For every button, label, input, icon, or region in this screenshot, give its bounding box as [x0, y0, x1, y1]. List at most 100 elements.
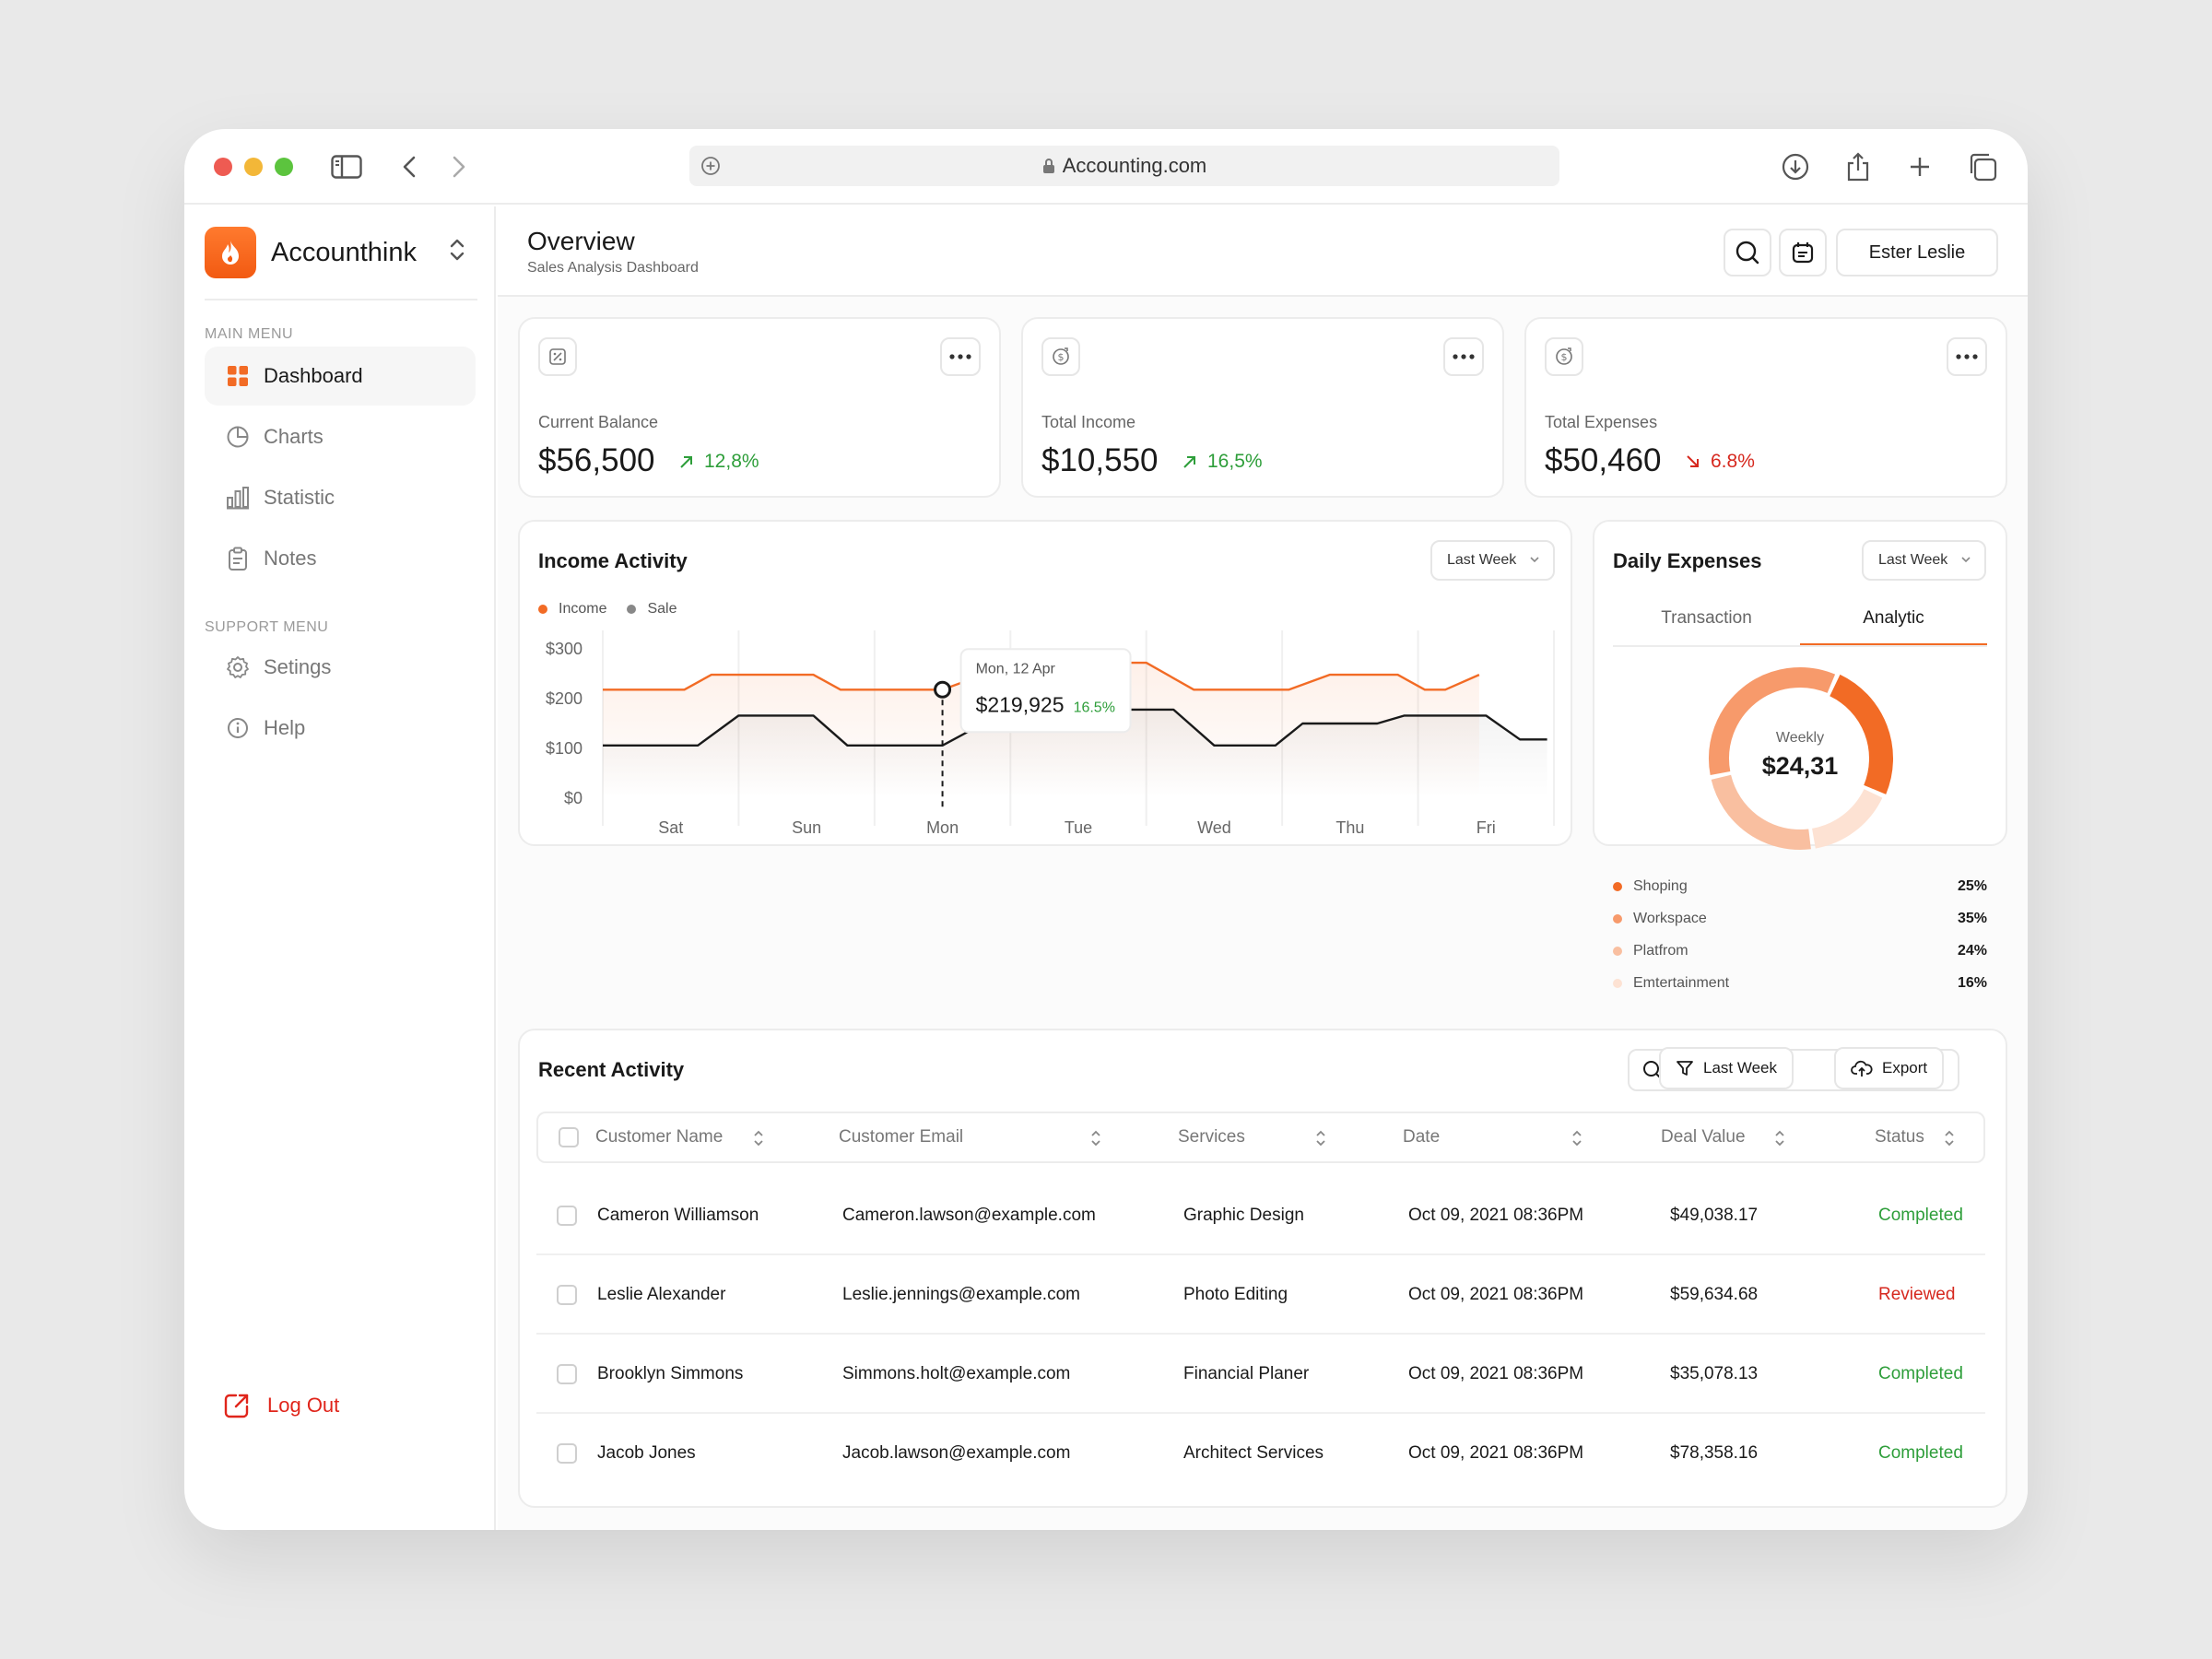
expense-legend-item: Shoping 25% — [1613, 876, 1987, 898]
donut-segment-shoping[interactable] — [1829, 674, 1893, 794]
sidebar-item-notes[interactable]: Notes — [205, 529, 476, 588]
donut-center-label: Weekly — [1775, 730, 1825, 746]
sort-icon[interactable] — [1943, 1128, 1956, 1153]
logout-button[interactable]: Log Out — [223, 1392, 339, 1419]
cell-email: Leslie.jennings@example.com — [842, 1285, 1080, 1304]
table-row[interactable]: Jacob Jones Jacob.lawson@example.com Archi… — [536, 1414, 1985, 1493]
back-icon[interactable] — [390, 147, 429, 186]
forward-icon[interactable] — [440, 147, 478, 186]
cell-date: Oct 09, 2021 08:36PM — [1408, 1364, 1584, 1383]
column-header-date[interactable]: Date — [1403, 1127, 1441, 1147]
select-all-checkbox[interactable] — [559, 1127, 579, 1147]
column-header-customer-name[interactable]: Customer Name — [595, 1127, 724, 1147]
last-week-filter-button[interactable]: Last Week — [1659, 1047, 1794, 1089]
sidebar-icon[interactable] — [327, 147, 366, 186]
column-header-services[interactable]: Services — [1178, 1127, 1245, 1147]
workspace-switcher-icon[interactable] — [448, 236, 466, 268]
tabs-icon[interactable] — [1963, 147, 2002, 186]
column-header-status[interactable]: Status — [1875, 1127, 1924, 1147]
x-tick-label: Sun — [792, 818, 821, 837]
chevron-down-icon — [1961, 557, 1971, 563]
cell-service: Photo Editing — [1183, 1285, 1288, 1304]
income-line-chart: $300 $200 $100 $0 Sat Sun Mon Tue Wed Thu Fri Mon, … — [546, 630, 1555, 837]
series-area-sale — [603, 709, 1547, 798]
sidebar-item-label: Statistic — [264, 486, 335, 509]
share-icon[interactable] — [1839, 147, 1877, 186]
sort-icon[interactable] — [752, 1128, 765, 1153]
sort-icon[interactable] — [1089, 1128, 1102, 1153]
donut-segment-emtertainment[interactable] — [1811, 788, 1883, 849]
sort-icon[interactable] — [1314, 1128, 1327, 1153]
cell-email: Cameron.lawson@example.com — [842, 1206, 1096, 1225]
cell-status: Completed — [1878, 1206, 1963, 1225]
user-menu-button[interactable]: Ester Leslie — [1836, 229, 1998, 276]
row-checkbox[interactable] — [557, 1443, 577, 1464]
sidebar-item-dashboard[interactable]: Dashboard — [205, 347, 476, 406]
sort-icon[interactable] — [1571, 1128, 1583, 1153]
tooltip-change: 16.5% — [1074, 700, 1115, 715]
brand-logo — [205, 227, 256, 278]
support-menu-label: SUPPORT MENU — [205, 619, 329, 635]
browser-window: Accounting.com Accounthink MAIN MENU — [184, 129, 2028, 1530]
pie-icon — [225, 424, 251, 450]
cell-name: Leslie Alexander — [597, 1285, 726, 1304]
export-button[interactable]: Export — [1834, 1047, 1945, 1089]
plus-icon[interactable] — [1900, 147, 1939, 186]
stat-change: 6.8% — [1685, 451, 1755, 473]
new-tab-icon[interactable] — [700, 156, 721, 176]
table-row[interactable]: Cameron Williamson Cameron.lawson@example… — [536, 1176, 1985, 1255]
cell-date: Oct 09, 2021 08:36PM — [1408, 1285, 1584, 1304]
donut-segment-platfrom[interactable] — [1711, 774, 1811, 850]
sidebar-item-label: Charts — [264, 425, 324, 448]
cell-name: Jacob Jones — [597, 1443, 696, 1463]
more-button[interactable] — [1947, 337, 1987, 376]
table-row[interactable]: Brooklyn Simmons Simmons.holt@example.com… — [536, 1335, 1985, 1414]
sidebar-item-settings[interactable]: Setings — [205, 638, 476, 697]
donut-segment-workspace[interactable] — [1709, 667, 1836, 776]
tab-divider — [1613, 645, 1987, 647]
expenses-filter-dropdown[interactable]: Last Week — [1862, 540, 1987, 581]
tooltip-value: $219,925 — [976, 692, 1065, 716]
recent-activity-title: Recent Activity — [538, 1058, 685, 1081]
row-checkbox[interactable] — [557, 1285, 577, 1305]
search-button[interactable] — [1724, 229, 1771, 276]
income-filter-dropdown[interactable]: Last Week — [1430, 540, 1556, 581]
more-button[interactable] — [1443, 337, 1484, 376]
column-header-customer-email[interactable]: Customer Email — [839, 1127, 964, 1147]
clipboard-icon — [225, 546, 251, 571]
expenses-donut-chart — [1709, 667, 1893, 850]
url-field[interactable]: Accounting.com — [689, 146, 1559, 186]
x-tick-label: Thu — [1335, 818, 1364, 837]
more-icon — [949, 354, 971, 359]
tab-analytic[interactable]: Analytic — [1800, 608, 1987, 645]
highlight-point[interactable] — [934, 680, 952, 699]
more-icon — [1453, 354, 1475, 359]
calendar-button[interactable] — [1779, 229, 1827, 276]
download-icon[interactable] — [1776, 147, 1815, 186]
close-window-button[interactable] — [214, 158, 232, 176]
sidebar-item-label: Setings — [264, 655, 332, 678]
address-bar[interactable]: Accounting.com — [689, 146, 1559, 186]
maximize-window-button[interactable] — [275, 158, 293, 176]
sidebar-item-help[interactable]: Help — [205, 699, 476, 758]
x-tick-label: Sat — [658, 818, 683, 837]
column-header-deal-value[interactable]: Deal Value — [1661, 1127, 1746, 1147]
more-button[interactable] — [940, 337, 981, 376]
minimize-window-button[interactable] — [244, 158, 263, 176]
sort-icon[interactable] — [1773, 1128, 1786, 1153]
sidebar-item-charts[interactable]: Charts — [205, 407, 476, 466]
arrow-down-right-icon — [1687, 455, 1699, 467]
filter-icon — [1677, 1061, 1693, 1076]
page-subtitle: Sales Analysis Dashboard — [527, 260, 699, 276]
tab-transaction[interactable]: Transaction — [1661, 608, 1752, 628]
row-checkbox[interactable] — [557, 1364, 577, 1384]
stat-value: $50,460 — [1545, 442, 1662, 478]
cell-email: Jacob.lawson@example.com — [842, 1443, 1071, 1463]
row-checkbox[interactable] — [557, 1206, 577, 1226]
sidebar-item-label: Notes — [264, 547, 317, 570]
bar-chart-icon — [225, 485, 251, 511]
chart-legend: Income Sale — [538, 601, 698, 618]
sidebar-item-statistic[interactable]: Statistic — [205, 468, 476, 527]
stat-change: 16,5% — [1182, 451, 1263, 473]
table-row[interactable]: Leslie Alexander Leslie.jennings@example.… — [536, 1255, 1985, 1335]
